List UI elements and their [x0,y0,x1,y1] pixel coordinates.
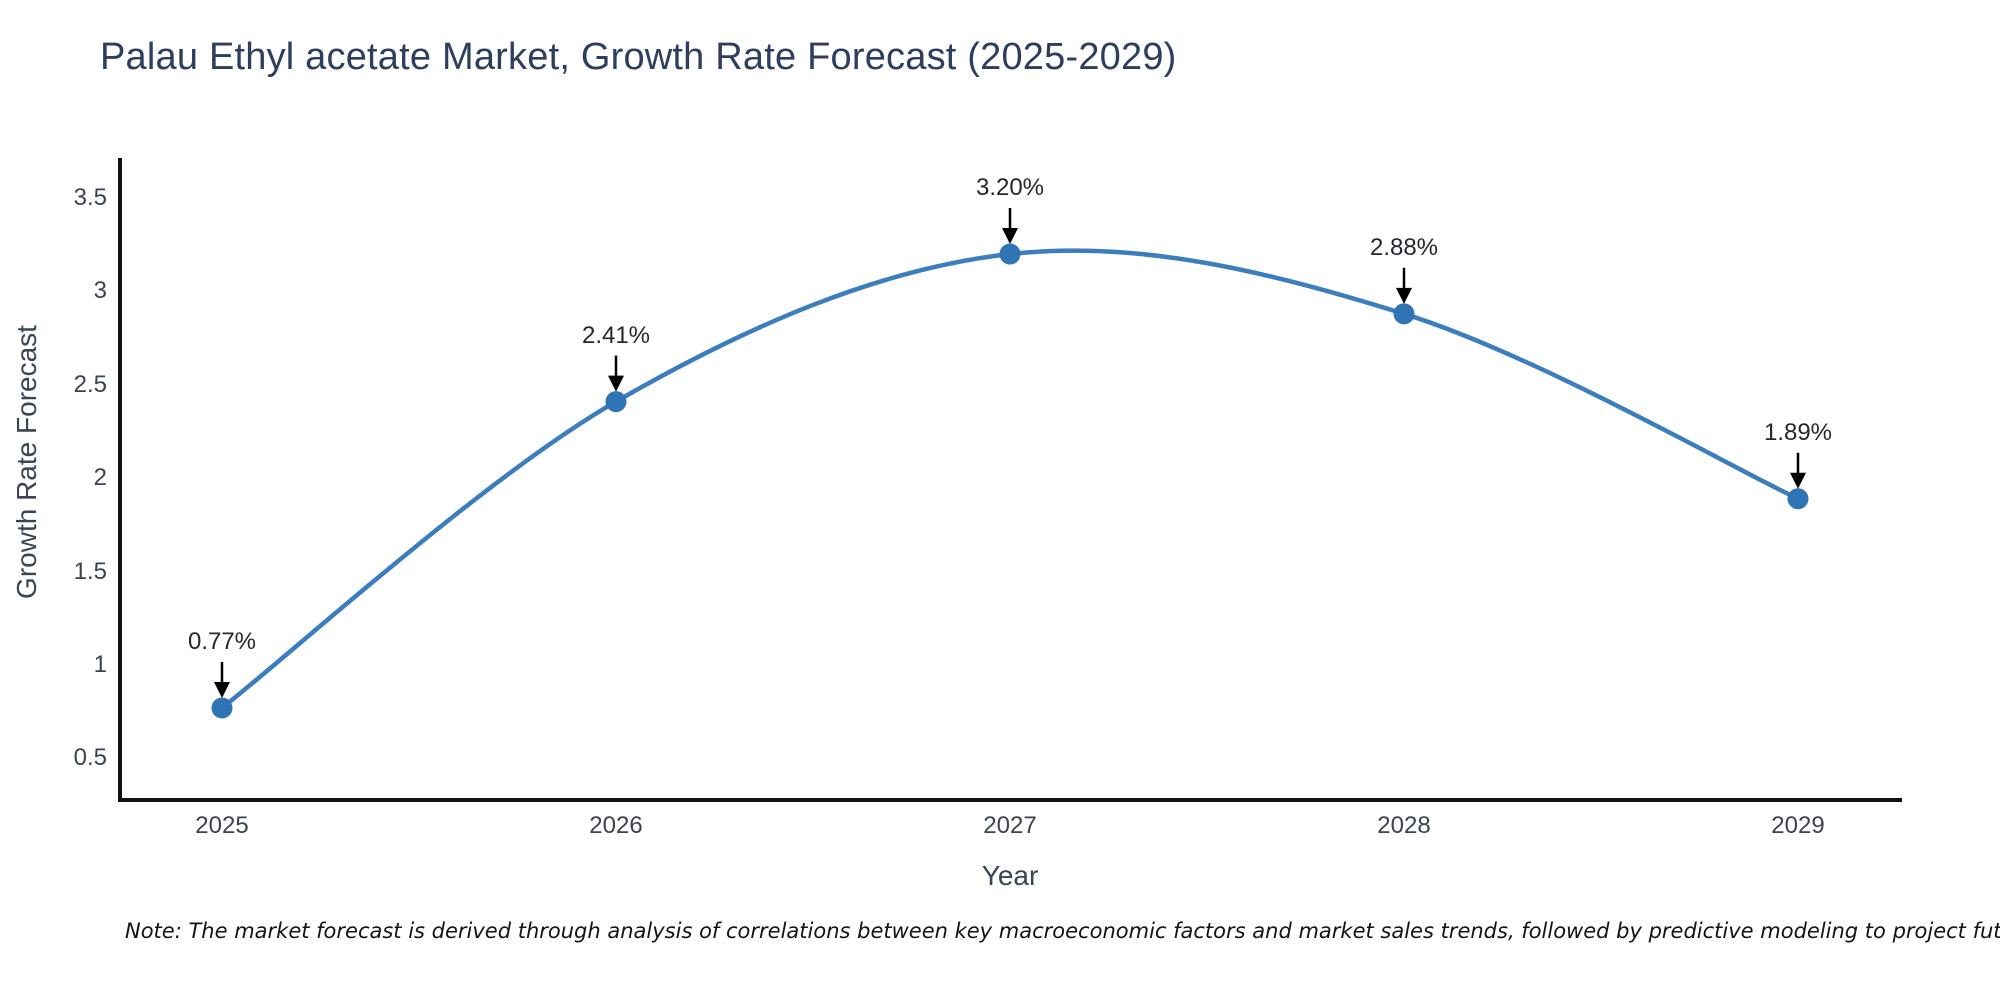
point-value-label-2029: 1.89% [1763,418,1833,446]
point-value-label-2028: 2.88% [1369,233,1439,261]
data-point-marker-2028 [1393,303,1415,325]
x-tick-label-2025: 2025 [195,812,249,839]
x-tick-label-2026: 2026 [589,812,643,839]
point-value-label-2027: 3.20% [975,174,1045,202]
x-tick-label-2028: 2028 [1377,812,1431,839]
y-axis-spine [118,158,122,802]
chart-footnote: Note: The market forecast is derived thr… [125,919,2000,943]
annotation-arrow-head-icon [1002,228,1018,245]
point-value-label-2026: 2.41% [581,321,651,349]
x-tick-label-2027: 2027 [983,812,1037,839]
x-axis-spine [118,798,1902,802]
annotation-arrow-head-icon [214,681,230,698]
y-tick-label-2: 2 [93,464,107,492]
annotation-arrow-head-icon [1790,472,1806,489]
growth-rate-line [219,248,1801,711]
y-tick-label-2.5: 2.5 [73,370,107,398]
data-point-marker-2027 [999,243,1021,265]
annotation-arrow-head-icon [608,375,624,392]
y-tick-label-3: 3 [93,277,107,305]
point-value-label-2025: 0.77% [187,627,257,655]
data-point-marker-2026 [605,391,627,413]
data-point-marker-2029 [1787,488,1809,510]
y-tick-label-3.5: 3.5 [73,184,107,211]
data-point-marker-2025 [211,697,233,719]
y-tick-label-1.5: 1.5 [73,557,107,585]
x-tick-label-2029: 2029 [1771,812,1825,839]
y-tick-label-1: 1 [93,651,107,678]
chart-title: Palau Ethyl acetate Market, Growth Rate … [100,36,1177,78]
x-axis-title: Year [981,860,1039,891]
annotation-arrow-head-icon [1396,287,1412,304]
y-tick-label-0.5: 0.5 [73,744,107,772]
